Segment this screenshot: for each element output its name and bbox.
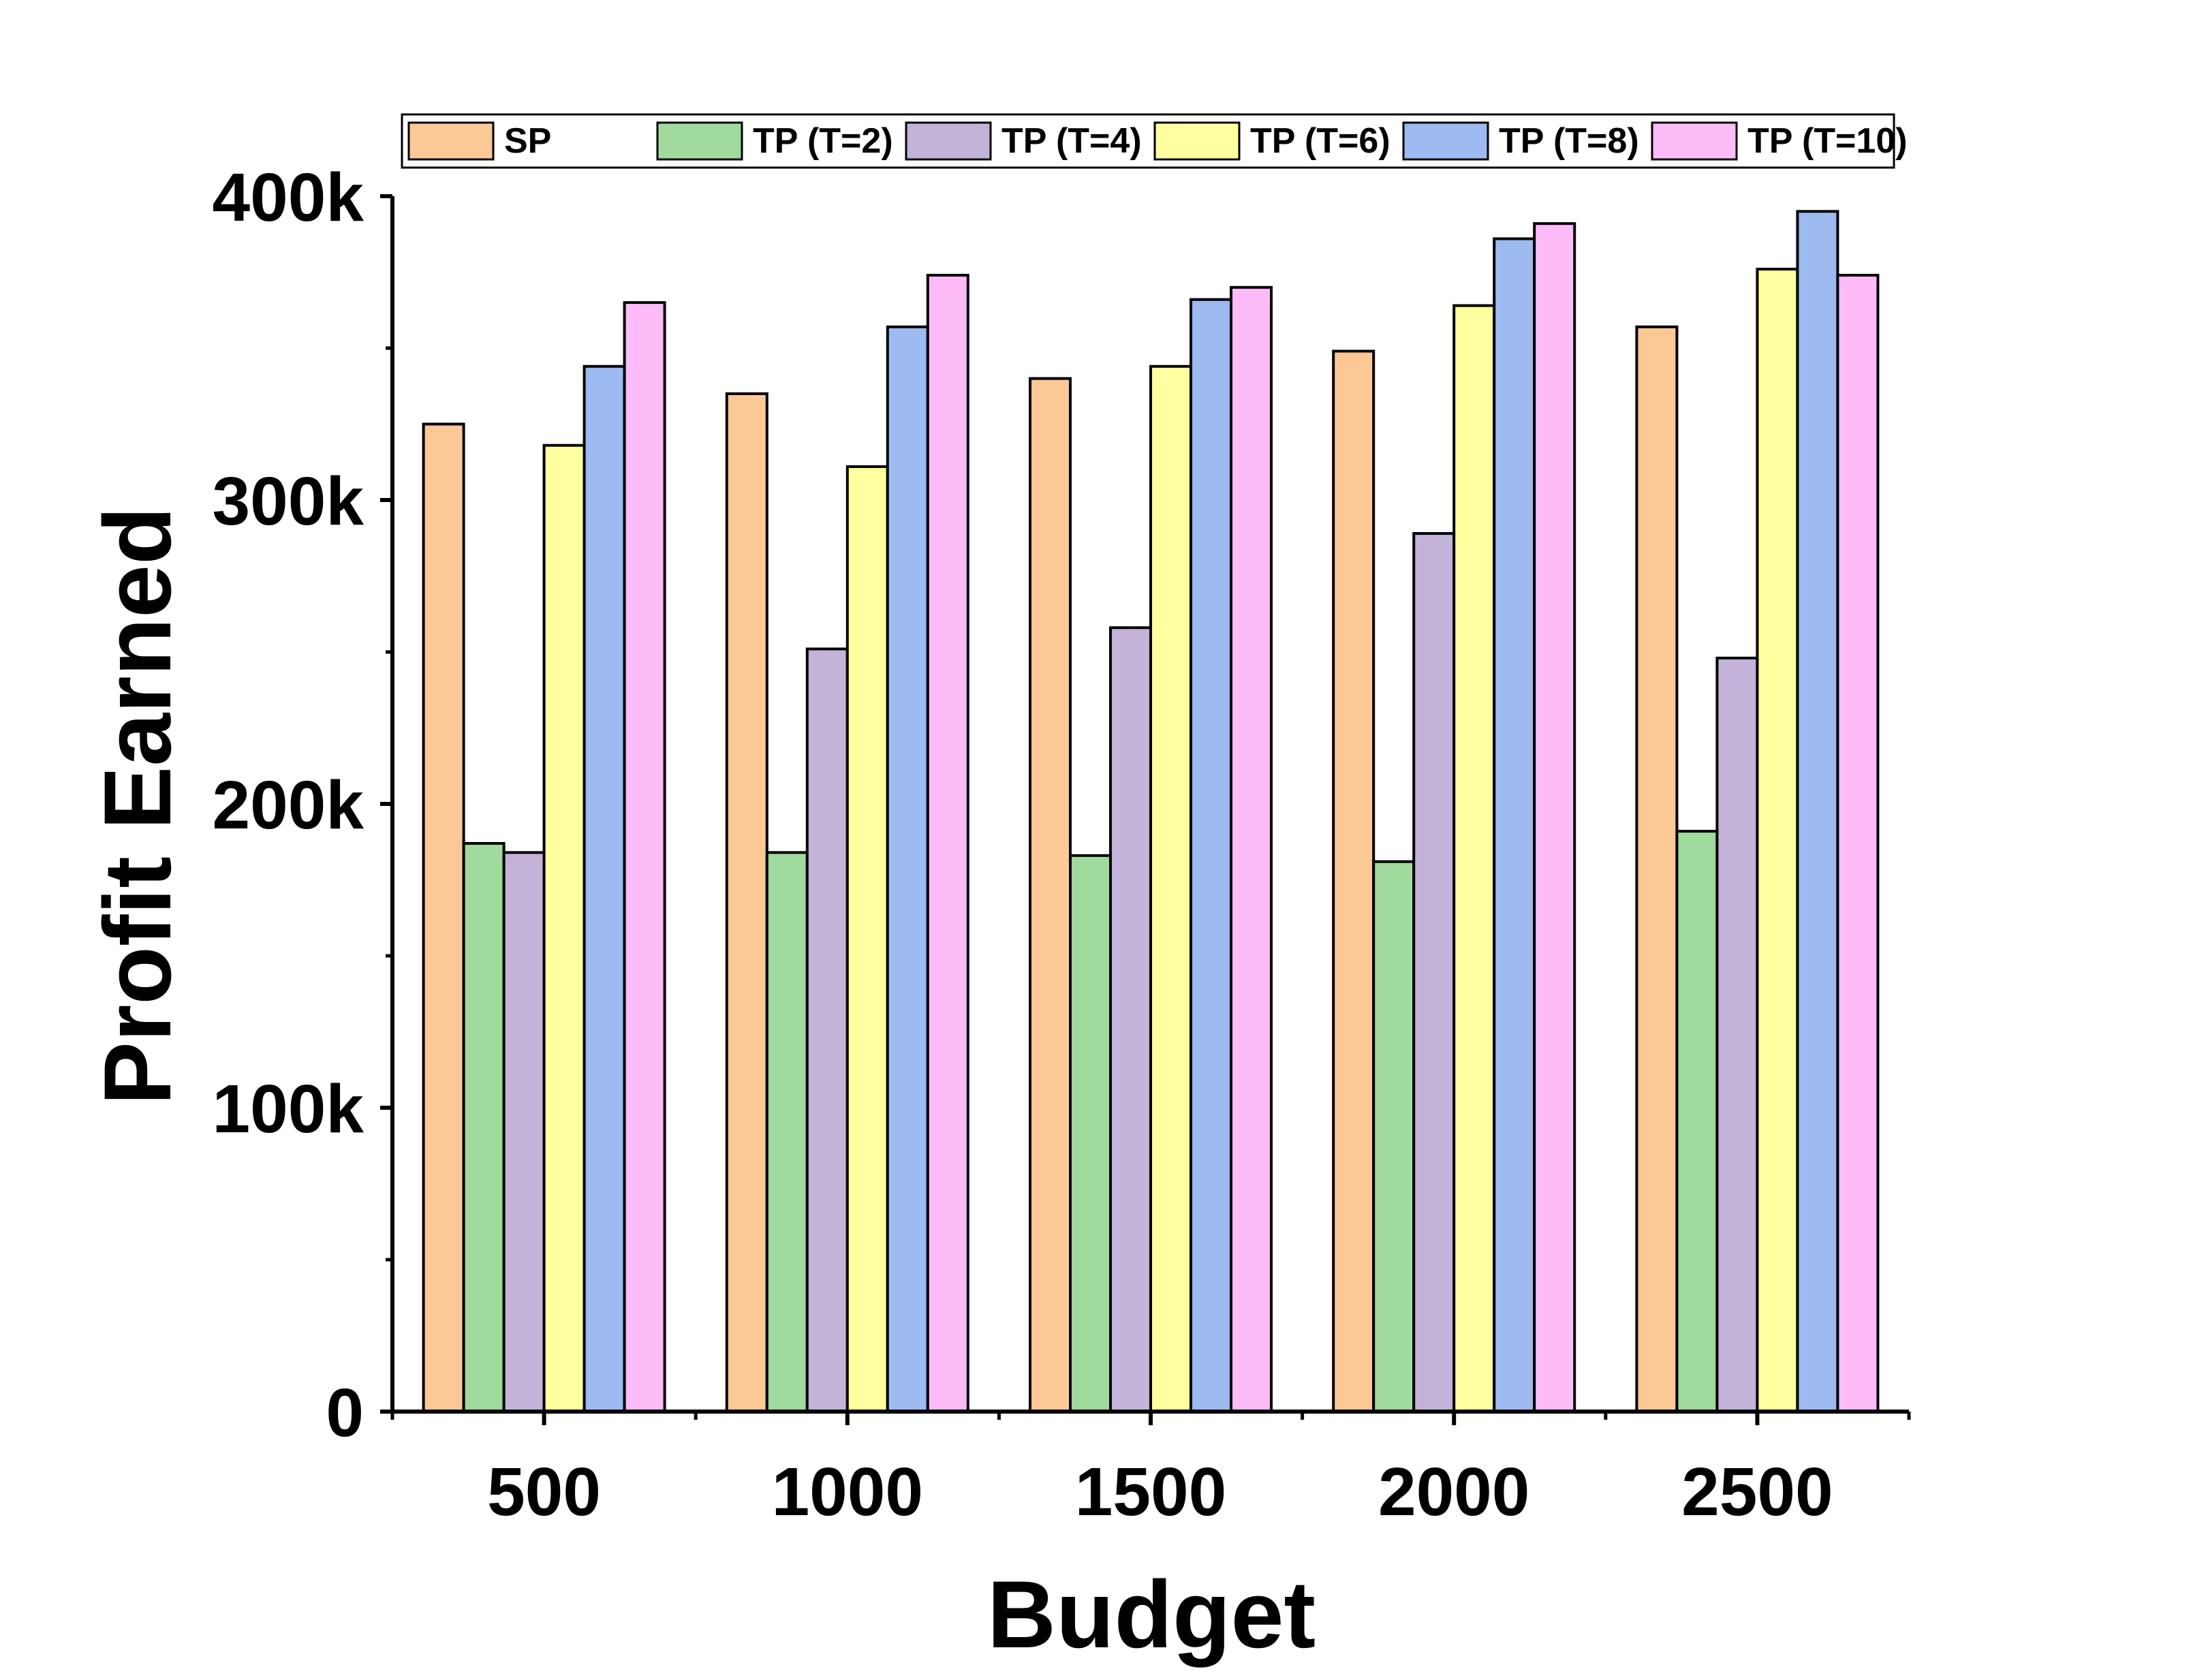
- y-axis-label: Profit Earned: [84, 506, 191, 1105]
- bar-tp-t-10-2500: [1836, 273, 1880, 1414]
- y-tick-label: 0: [326, 1375, 364, 1451]
- bar-tp-t-6-2000: [1452, 304, 1496, 1413]
- legend-frame: [401, 113, 1895, 169]
- bar-sp-1500: [1029, 377, 1072, 1413]
- y-tick-label: 400k: [213, 159, 364, 236]
- legend: SP TP (T=2) TP (T=4) TP (T=6) TP (T=8) TP (T=…: [401, 113, 1908, 169]
- legend-swatch-tp-t-2: [656, 121, 743, 161]
- y-tick-label: 200k: [213, 767, 364, 843]
- bar-tp-t-4-500: [502, 851, 546, 1413]
- bar-sp-2000: [1332, 349, 1376, 1414]
- bar-tp-t-8-500: [582, 364, 626, 1413]
- bar-tp-t-8-1000: [886, 325, 929, 1413]
- legend-swatch-tp-t-6: [1153, 121, 1241, 161]
- bar-sp-1000: [725, 392, 768, 1413]
- x-tick-label: 500: [487, 1454, 601, 1530]
- bar-tp-t-4-1500: [1109, 626, 1152, 1414]
- bar-tp-t-10-1500: [1230, 285, 1273, 1413]
- x-tick-label: 1000: [772, 1454, 923, 1530]
- bar-sp-500: [422, 422, 465, 1413]
- bar-tp-t-2-2000: [1372, 860, 1416, 1413]
- legend-label-sp: SP: [504, 121, 551, 161]
- legend-label-tp-t-8: TP (T=8): [1499, 121, 1639, 161]
- bar-tp-t-4-2000: [1412, 532, 1456, 1413]
- bar-tp-t-2-2500: [1675, 830, 1719, 1413]
- y-tick-label: 100k: [213, 1071, 364, 1147]
- ticks-layer: 0 100k 200k 300k 400k 500 1000 1500 2000 2500: [213, 159, 1911, 1530]
- x-tick-label: 1500: [1075, 1454, 1226, 1530]
- bar-tp-t-6-1500: [1149, 364, 1192, 1413]
- y-tick-label: 300k: [213, 463, 364, 540]
- bar-tp-t-2-500: [462, 841, 506, 1413]
- bar-tp-t-6-1000: [845, 465, 889, 1414]
- bar-tp-t-10-2000: [1533, 222, 1576, 1413]
- bar-tp-t-6-2500: [1756, 268, 1799, 1413]
- legend-label-tp-t-2: TP (T=2): [753, 121, 893, 161]
- bar-tp-t-10-1000: [926, 273, 969, 1414]
- legend-swatch-tp-t-8: [1402, 121, 1489, 161]
- bar-tp-t-8-2000: [1493, 237, 1536, 1414]
- bar-tp-t-2-1000: [765, 851, 809, 1413]
- bar-tp-t-4-1000: [805, 647, 849, 1413]
- bar-tp-t-10-500: [623, 301, 666, 1414]
- bar-tp-t-8-1500: [1190, 298, 1232, 1413]
- bar-tp-t-4-2500: [1715, 656, 1759, 1413]
- bar-tp-t-2-1500: [1069, 854, 1112, 1413]
- legend-label-tp-t-10: TP (T=10): [1747, 121, 1908, 161]
- x-axis-label: Budget: [987, 1561, 1316, 1668]
- legend-swatch-tp-t-10: [1651, 121, 1738, 161]
- bar-tp-t-6-500: [542, 444, 586, 1413]
- legend-swatch-sp: [407, 121, 495, 161]
- legend-swatch-tp-t-4: [905, 121, 992, 161]
- x-tick-label: 2000: [1378, 1454, 1529, 1530]
- bars-layer: [422, 210, 1880, 1414]
- legend-label-tp-t-6: TP (T=6): [1250, 121, 1390, 161]
- x-tick-label: 2500: [1681, 1454, 1833, 1530]
- legend-label-tp-t-4: TP (T=4): [1001, 121, 1142, 161]
- bar-sp-2500: [1635, 325, 1679, 1413]
- bar-tp-t-8-2500: [1796, 210, 1839, 1413]
